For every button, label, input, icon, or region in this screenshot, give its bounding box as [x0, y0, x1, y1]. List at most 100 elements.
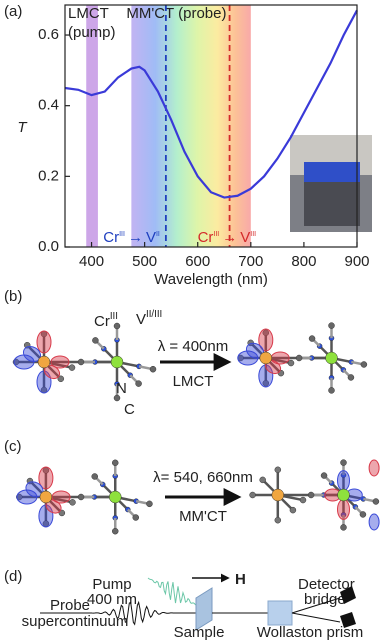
- pump-beam: [147, 577, 199, 607]
- band-label: LMCT: [68, 5, 109, 22]
- atom: [289, 506, 297, 514]
- marker-label-part: Cr: [103, 229, 119, 246]
- x-tick-label: 600: [185, 253, 210, 270]
- y-axis-label: T: [17, 119, 28, 136]
- marker-label-arrow: →: [128, 229, 143, 246]
- atom-label: CrIII: [94, 311, 118, 330]
- beam: [291, 597, 341, 614]
- atom: [308, 335, 316, 342]
- wollaston-prism: [267, 600, 293, 626]
- sample-label: Sample: [174, 624, 225, 641]
- atom: [271, 488, 285, 502]
- probe-label: supercontinuum: [22, 613, 129, 630]
- marker-label-part: Cr: [198, 229, 214, 246]
- x-tick-label: 900: [344, 253, 369, 270]
- field-label: H: [235, 571, 246, 588]
- arrow-label: MM'CT: [179, 508, 227, 525]
- marker-label: CrIII → VII: [103, 229, 160, 246]
- atom: [135, 380, 142, 387]
- prism-label: Wollaston prism: [257, 624, 363, 641]
- marker-label-sup: III: [250, 231, 256, 238]
- orbital-lobe: [50, 355, 70, 369]
- atom: [325, 351, 338, 365]
- panel-label: (c): [4, 438, 22, 455]
- orbital-lobe: [38, 466, 54, 490]
- atom: [146, 500, 153, 508]
- orbital-lobe: [337, 470, 350, 492]
- atom: [37, 355, 51, 369]
- x-tick-label: 400: [79, 253, 104, 270]
- orbital-lobe: [368, 513, 380, 531]
- atom: [69, 499, 76, 506]
- marker-label-sup: III: [213, 231, 219, 238]
- plot-frame: [64, 4, 358, 248]
- y-tick-label: 0.4: [38, 97, 59, 114]
- x-tick-label: 500: [132, 253, 157, 270]
- marker-label-sup: III: [119, 231, 125, 238]
- atom: [328, 387, 335, 394]
- atom-label-base: V: [136, 311, 146, 328]
- panel-label: (a): [4, 3, 22, 20]
- atom: [359, 511, 367, 518]
- orbital-lobe: [258, 328, 274, 352]
- spectral-band: [86, 5, 98, 247]
- atom: [113, 322, 121, 330]
- detector: [340, 586, 356, 604]
- pump-label: Pump: [92, 576, 131, 593]
- atom: [320, 472, 328, 479]
- atom: [360, 361, 368, 368]
- spectral-band: [131, 5, 251, 247]
- detector-label: bridge: [304, 591, 346, 608]
- y-tick-label: 0.2: [38, 167, 59, 184]
- atom: [149, 365, 157, 373]
- inset-holder: [304, 182, 360, 226]
- marker-label-sup: II: [156, 231, 160, 238]
- panel-label: (d): [4, 568, 22, 585]
- atom-label-base: Cr: [94, 313, 110, 330]
- atom: [249, 491, 256, 499]
- arrow-label: LMCT: [173, 373, 214, 390]
- panel-label: (b): [4, 288, 22, 305]
- atom: [372, 498, 380, 505]
- atom: [287, 359, 295, 367]
- atom: [16, 493, 23, 501]
- atom: [262, 379, 270, 387]
- pump-label: 400 nm: [87, 591, 137, 608]
- inset-sample: [304, 162, 360, 182]
- detector: [340, 612, 356, 628]
- atom-label: C: [124, 401, 135, 418]
- atom: [340, 524, 347, 531]
- sample: [195, 587, 213, 631]
- detector-label: Detector: [298, 576, 355, 593]
- arrow-label: λ= 540, 660nm: [153, 469, 253, 486]
- atom: [262, 329, 270, 337]
- atom: [340, 459, 347, 466]
- atom: [299, 496, 307, 504]
- atom: [68, 364, 76, 371]
- atom: [259, 476, 266, 484]
- atom: [259, 351, 273, 365]
- probe-label: Probe: [50, 597, 90, 614]
- atom: [57, 375, 65, 383]
- atom: [112, 459, 119, 467]
- atom: [39, 490, 53, 504]
- orbital-lobe: [337, 498, 350, 520]
- atom: [113, 394, 121, 402]
- arrow-label: λ = 400nm: [158, 338, 228, 355]
- x-tick-label: 700: [238, 253, 263, 270]
- atom: [91, 473, 98, 480]
- atom-label-sup: II/III: [146, 309, 162, 320]
- band-label: (pump): [68, 24, 116, 41]
- band-label: MM'CT (probe): [126, 5, 226, 22]
- atom-label-sup: III: [110, 311, 118, 322]
- atom: [307, 491, 315, 499]
- data-line: [64, 9, 358, 199]
- atom: [132, 514, 140, 521]
- y-tick-label: 0.0: [38, 238, 59, 255]
- atom: [112, 527, 119, 535]
- marker-label: CrIII → VIII: [198, 229, 257, 246]
- orbital-lobe: [36, 330, 52, 354]
- atom: [92, 337, 99, 344]
- atom: [328, 322, 335, 329]
